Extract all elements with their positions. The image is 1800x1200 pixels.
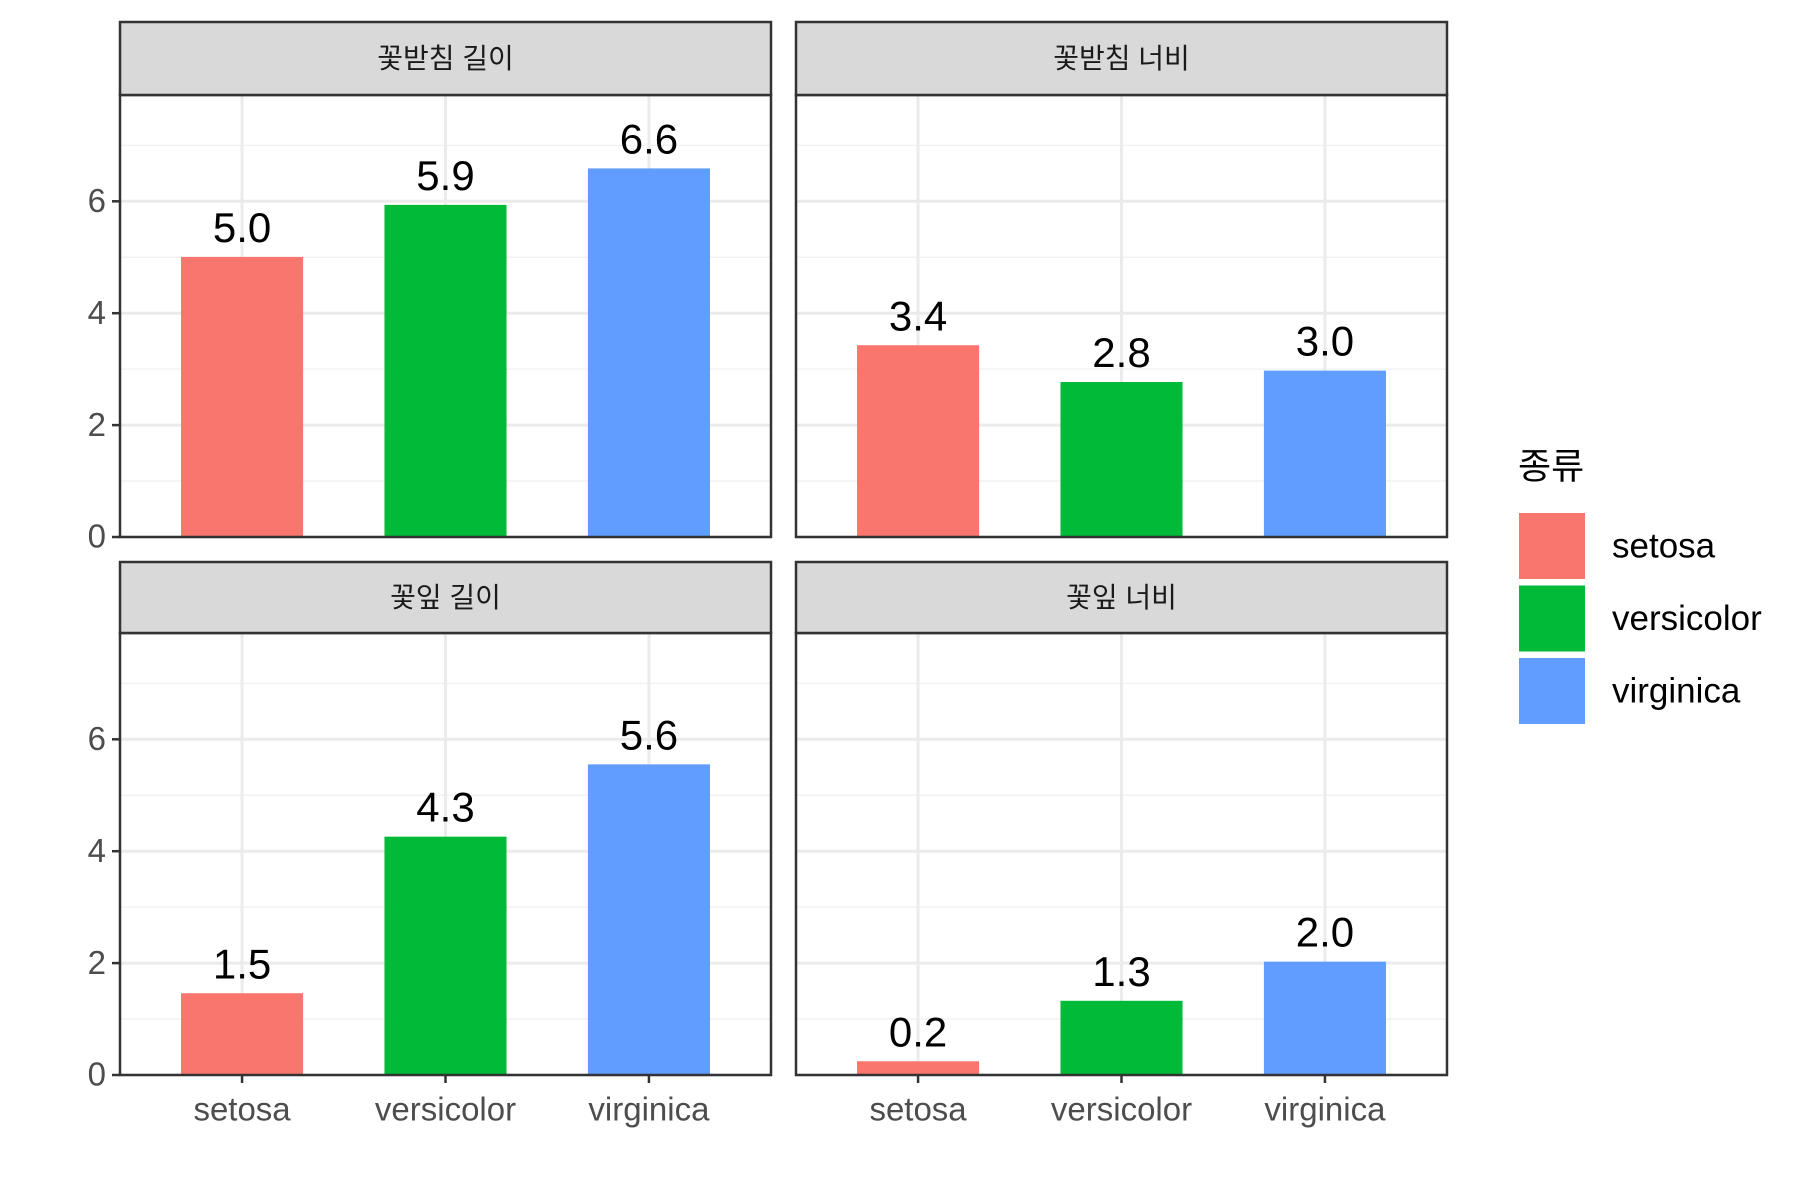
bar: [384, 204, 507, 537]
value-label: 6.6: [620, 115, 678, 162]
strip-title: 꽃받침 너비: [1053, 43, 1190, 74]
legend-label: setosa: [1612, 526, 1716, 565]
legend-label: versicolor: [1612, 599, 1762, 638]
value-label: 3.4: [889, 292, 947, 339]
value-label: 4.3: [416, 784, 474, 831]
bar: [181, 256, 304, 537]
value-label: 0.2: [889, 1008, 947, 1055]
legend-key: [1519, 513, 1585, 579]
y-tick-label: 0: [88, 518, 106, 555]
y-tick-label: 6: [88, 182, 106, 219]
y-tick-label: 2: [88, 944, 106, 981]
value-label: 3.0: [1296, 318, 1354, 365]
strip: [118, 560, 773, 635]
bar: [857, 345, 980, 537]
strip: [794, 20, 1449, 97]
y-tick-label: 2: [88, 406, 106, 443]
bar: [1060, 382, 1183, 537]
strip: [794, 560, 1449, 635]
x-tick-label: virginica: [588, 1091, 710, 1128]
x-tick-label: virginica: [1264, 1091, 1386, 1128]
bar: [1263, 370, 1386, 537]
value-label: 2.8: [1092, 329, 1150, 376]
legend-title: 종류: [1518, 446, 1584, 487]
x-tick-label: versicolor: [375, 1091, 516, 1128]
legend-label: virginica: [1612, 671, 1741, 710]
y-tick-label: 4: [88, 832, 106, 869]
bar: [857, 1061, 980, 1075]
value-label: 1.5: [213, 940, 271, 987]
y-tick-label: 0: [88, 1056, 106, 1093]
strip: [118, 20, 773, 97]
y-tick-label: 4: [88, 294, 106, 331]
strip-title: 꽃잎 너비: [1066, 582, 1177, 613]
value-label: 5.9: [416, 152, 474, 199]
x-tick-label: setosa: [869, 1091, 967, 1128]
y-tick-label: 6: [88, 720, 106, 757]
bar: [1060, 1000, 1183, 1075]
bar: [384, 836, 507, 1075]
x-tick-label: versicolor: [1051, 1091, 1192, 1128]
bar: [587, 764, 710, 1075]
value-label: 5.6: [620, 711, 678, 758]
x-tick-label: setosa: [193, 1091, 291, 1128]
value-label: 2.0: [1296, 909, 1354, 956]
bar: [587, 168, 710, 537]
bar: [1263, 961, 1386, 1075]
legend-key: [1519, 658, 1585, 724]
strip-title: 꽃받침 길이: [377, 43, 514, 74]
legend-key: [1519, 585, 1585, 652]
value-label: 1.3: [1092, 948, 1150, 995]
strip-title: 꽃잎 길이: [390, 582, 501, 613]
bar: [181, 993, 304, 1075]
value-label: 5.0: [213, 204, 271, 251]
